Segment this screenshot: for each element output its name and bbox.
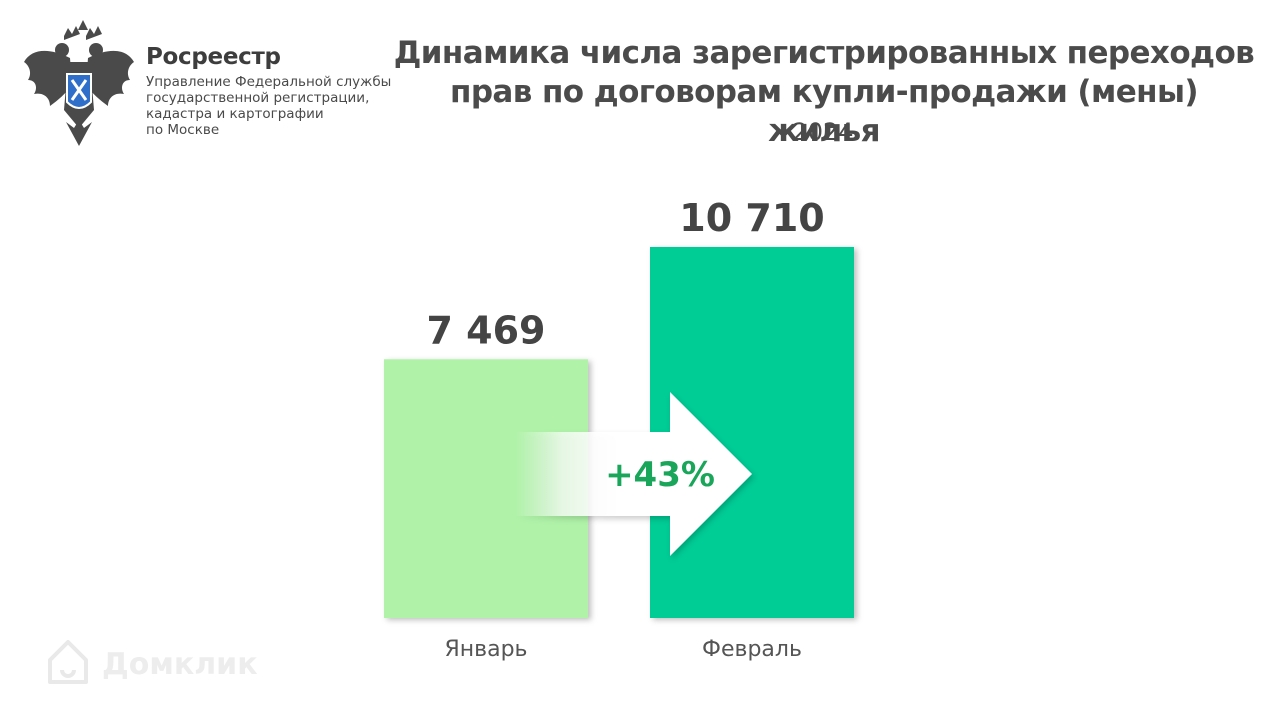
domclick-watermark: Домклик [48,640,258,684]
chart-subtitle-year: 2024 [792,118,854,146]
org-subtitle-line: государственной регистрации, [146,90,370,106]
bar-value-label: 7 469 [427,308,546,352]
category-label: Январь [444,637,527,662]
category-label: Февраль [702,637,802,662]
chart-title: Динамика числа зарегистрированных перехо… [390,34,1258,151]
chart-title-line: прав по договорам купли-продажи (мены) ж… [450,74,1199,149]
growth-arrow [515,392,752,556]
chart-title-line: Динамика числа зарегистрированных перехо… [393,35,1255,71]
eagle-emblem-icon [24,20,134,146]
change-percent-label: +43% [605,455,715,495]
watermark-text: Домклик [102,647,258,682]
org-subtitle-line: по Москве [146,122,220,138]
house-icon [48,640,88,684]
org-subtitle-line: кадастра и картографии [146,106,324,122]
bar-value-label: 10 710 [679,196,824,240]
org-name: Росреестр [146,44,281,70]
org-subtitle-line: Управление Федеральной службы [146,74,392,90]
org-subtitle: Управление Федеральной службы государств… [146,74,396,138]
